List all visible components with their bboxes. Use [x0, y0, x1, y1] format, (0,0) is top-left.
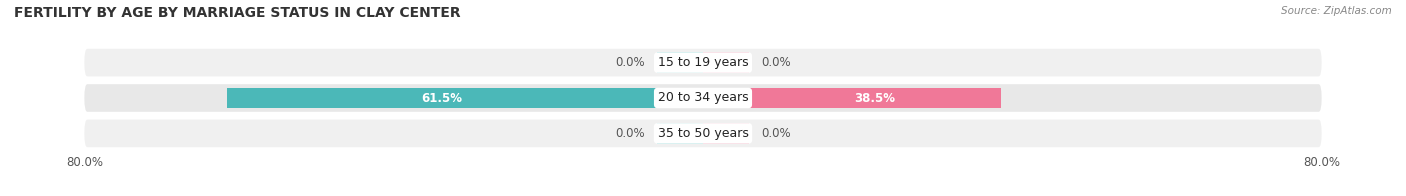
Text: Source: ZipAtlas.com: Source: ZipAtlas.com [1281, 6, 1392, 16]
Bar [703, 88, 1001, 108]
Text: 0.0%: 0.0% [761, 127, 790, 140]
FancyBboxPatch shape [84, 120, 1322, 147]
Text: 0.0%: 0.0% [616, 56, 645, 69]
Text: 38.5%: 38.5% [855, 92, 896, 104]
Text: 0.0%: 0.0% [761, 56, 790, 69]
Text: 61.5%: 61.5% [422, 92, 463, 104]
Text: 20 to 34 years: 20 to 34 years [658, 92, 748, 104]
Text: FERTILITY BY AGE BY MARRIAGE STATUS IN CLAY CENTER: FERTILITY BY AGE BY MARRIAGE STATUS IN C… [14, 6, 461, 20]
Bar [228, 88, 703, 108]
Bar [657, 123, 703, 144]
FancyBboxPatch shape [84, 84, 1322, 112]
Bar [703, 52, 749, 73]
Text: 35 to 50 years: 35 to 50 years [658, 127, 748, 140]
FancyBboxPatch shape [84, 49, 1322, 76]
Bar [657, 52, 703, 73]
Text: 15 to 19 years: 15 to 19 years [658, 56, 748, 69]
Text: 0.0%: 0.0% [616, 127, 645, 140]
Legend: Married, Unmarried: Married, Unmarried [616, 193, 790, 196]
Bar [703, 123, 749, 144]
